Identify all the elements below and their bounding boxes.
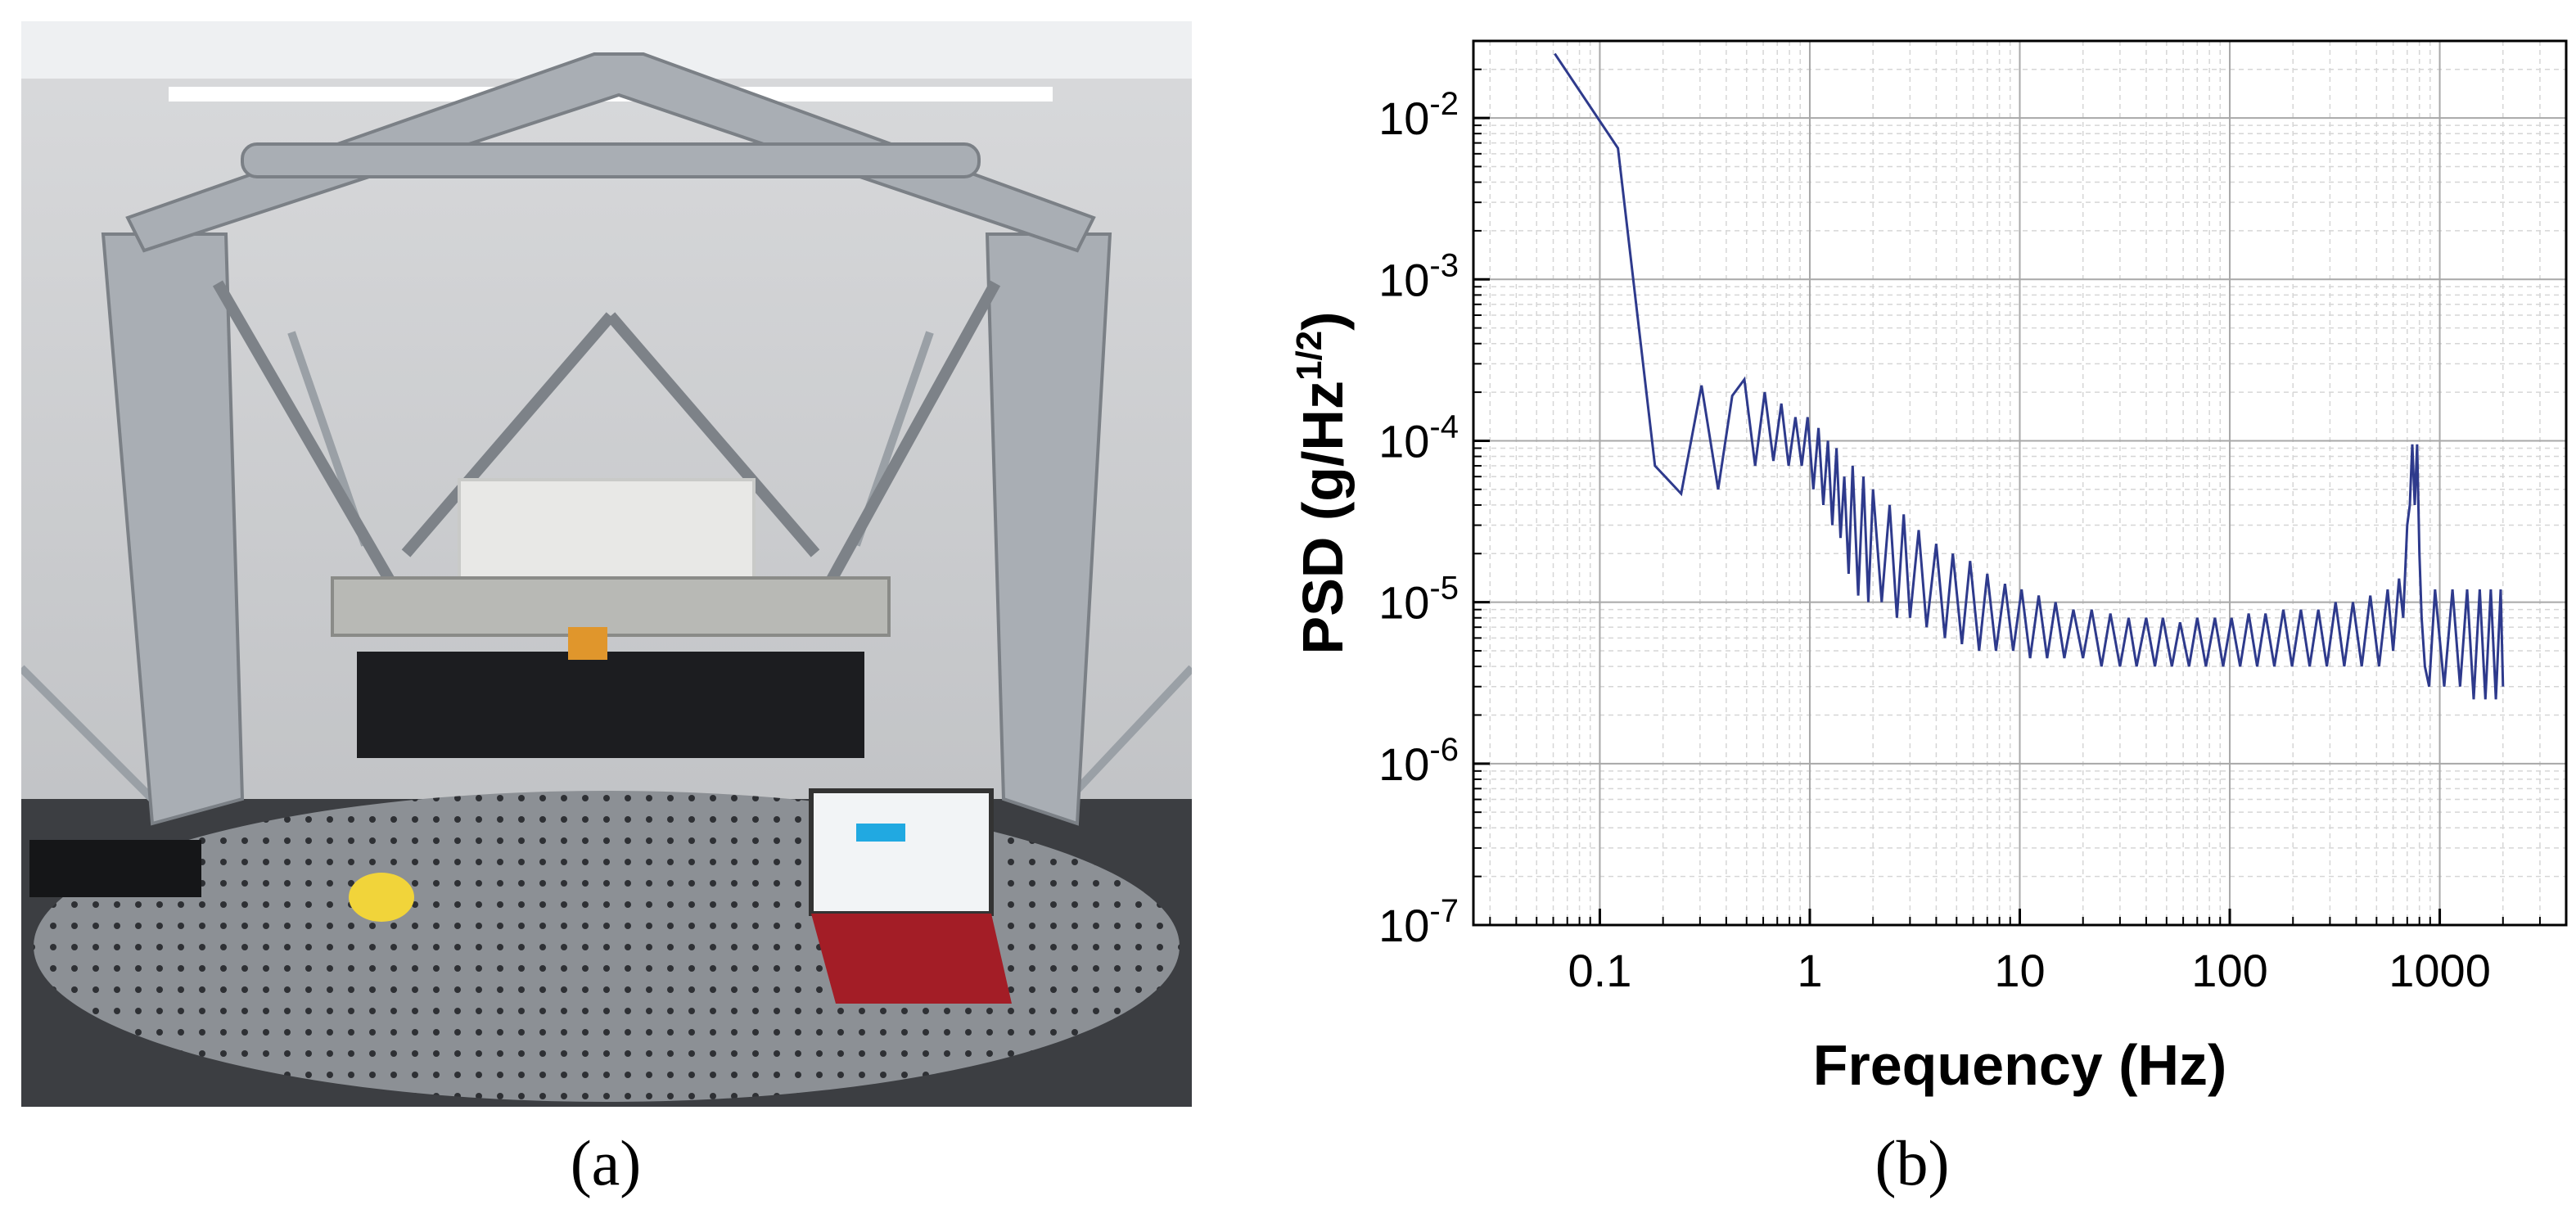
payload-box — [458, 478, 756, 580]
multimeter — [568, 627, 607, 660]
support-frame — [101, 52, 1112, 826]
test-rig-illustration — [21, 21, 1192, 1107]
optical-table — [34, 791, 1180, 1102]
platform-plate — [331, 576, 891, 637]
y-tick-label: 10-3 — [1378, 247, 1459, 305]
y-tick-label: 10-4 — [1378, 408, 1459, 467]
x-axis-title: Frequency (Hz) — [1813, 1033, 2227, 1097]
support-rods — [212, 280, 1001, 598]
x-tick-label: 1 — [1797, 945, 1822, 996]
panel-label-a: (a) — [570, 1127, 642, 1198]
y-axis-title-superscript: 1/2 — [1289, 331, 1329, 381]
network-router — [29, 840, 201, 897]
axis-ticks: 0.1 1 10 100 1000 10-7 10-6 10-5 10-4 10-3 10-2 — [1378, 68, 2541, 996]
psd-chart-panel: 0.1 1 10 100 1000 10-7 10-6 10-5 10-4 10-3 10-2 Fr… — [1277, 16, 2576, 1123]
y-tick-label: 10-7 — [1378, 893, 1459, 951]
x-tick-label: 0.1 — [1568, 945, 1632, 996]
panel-label-b: (b) — [1874, 1127, 1950, 1198]
shaker-base — [357, 652, 864, 758]
y-tick-label: 10-6 — [1378, 732, 1459, 790]
y-axis-title-close: ) — [1291, 312, 1355, 331]
y-tick-label: 10-5 — [1378, 571, 1459, 629]
y-axis-title-main: PSD (g/Hz — [1291, 381, 1355, 654]
psd-series-line — [1554, 52, 2505, 700]
laptop — [809, 788, 1012, 1004]
y-axis-title: PSD (g/Hz1/2) — [1289, 312, 1355, 655]
x-tick-label: 100 — [2191, 945, 2267, 996]
test-rig-photo — [21, 21, 1192, 1107]
x-tick-label: 10 — [1994, 945, 2045, 996]
grid — [1473, 41, 2566, 926]
cable-spool — [349, 873, 414, 922]
y-tick-label: 10-2 — [1378, 86, 1459, 144]
x-tick-label: 1000 — [2389, 945, 2491, 996]
psd-chart: 0.1 1 10 100 1000 10-7 10-6 10-5 10-4 10-3 10-2 Fr… — [1289, 39, 2568, 1097]
